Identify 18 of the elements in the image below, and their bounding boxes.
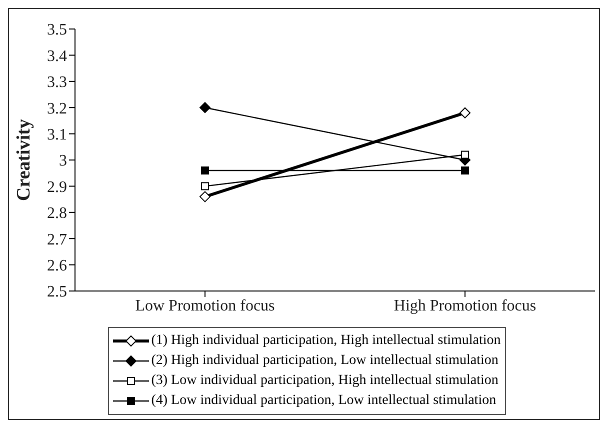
y-tick-label: 3	[59, 152, 67, 170]
y-axis-title: Creativity	[14, 118, 35, 201]
y-tick-label: 2.9	[47, 178, 67, 196]
y-tick-label: 2.8	[47, 205, 67, 222]
y-tick-label: 3.5	[47, 22, 67, 39]
legend-label: (2) High individual participation, Low intellectual stimulation	[151, 352, 498, 370]
y-tick-label: 3.1	[47, 126, 67, 144]
legend-label: (4) Low individual participation, Low intellectual stimulation	[151, 392, 496, 410]
y-tick-label: 2.5	[47, 284, 67, 301]
y-tick-label: 3.4	[47, 48, 67, 65]
legend-label: (3) Low individual participation, High intellectual stimulation	[151, 372, 498, 390]
y-tick-label: 2.6	[47, 257, 67, 274]
y-tick-label: 3.2	[47, 100, 67, 118]
legend-label: (1) High individual participation, High intellectual stimulation	[151, 332, 501, 350]
x-tick-label: Low Promotion focus	[135, 297, 275, 314]
y-tick-label: 2.7	[47, 231, 67, 248]
y-tick-label: 3.3	[47, 74, 67, 92]
x-tick-label: High Promotion focus	[394, 297, 536, 314]
